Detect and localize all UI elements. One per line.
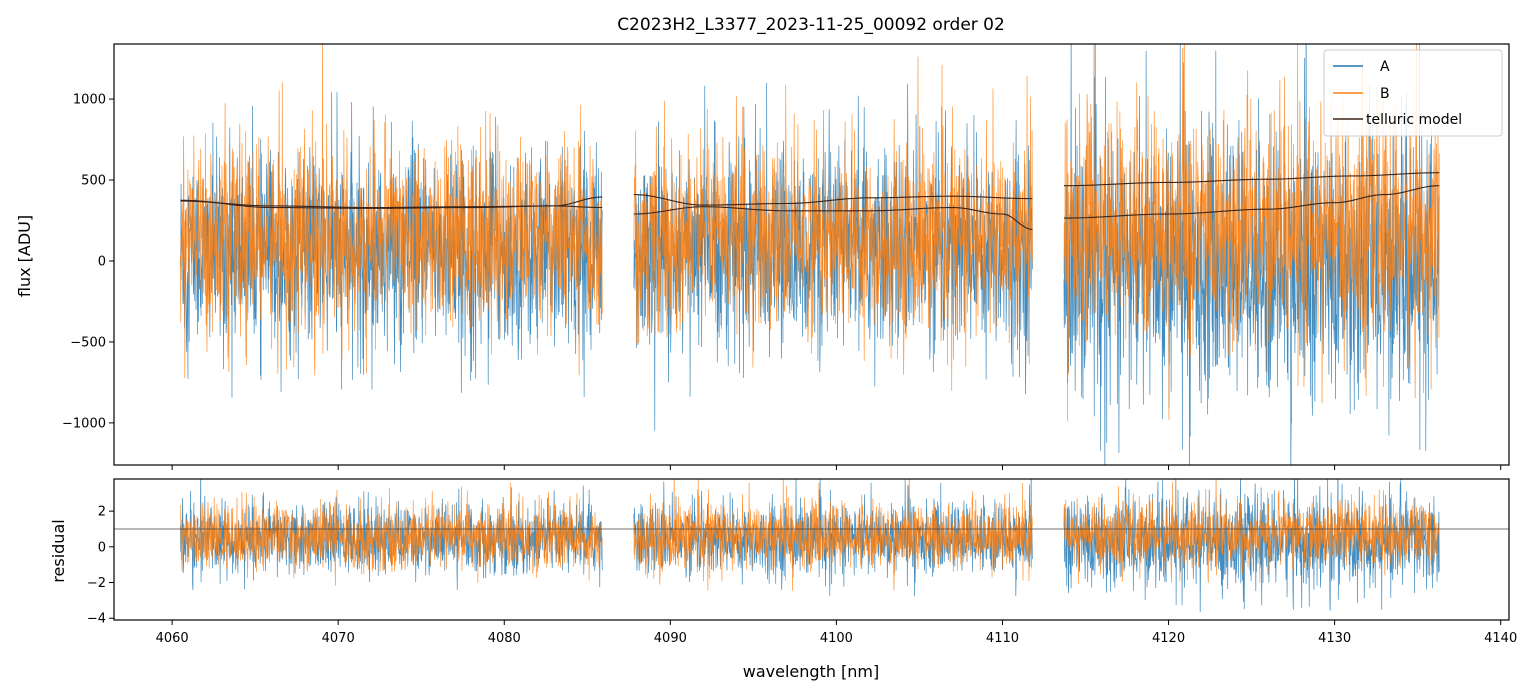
- chart-title: C2023H2_L3377_2023-11-25_00092 order 02: [617, 15, 1005, 35]
- flux-panel: −1000 −500 0 500 1000 flux [ADU] A B telluri…: [15, 43, 1510, 466]
- xtick-label: 4060: [156, 631, 189, 646]
- residual-ytick-label: 2: [98, 505, 106, 520]
- residual-series-b-segment-3: [1063, 479, 1440, 584]
- residual-ticks: −4 −2 0 2: [87, 505, 114, 627]
- flux-axes-frame: [113, 43, 1510, 466]
- flux-ytick-label: −500: [70, 335, 106, 350]
- legend-telluric-label: telluric model: [1366, 112, 1462, 128]
- xtick-label: 4100: [820, 631, 853, 646]
- xtick-label: 4070: [322, 631, 355, 646]
- flux-series-a-segment-1: [180, 92, 603, 398]
- flux-series-b-segment-2: [633, 56, 1033, 391]
- xtick-label: 4080: [488, 631, 521, 646]
- x-ticks: 4060 4070 4080 4090 4100 4110 4120 4130 4140: [156, 465, 1517, 646]
- telluric-model-curve-3: [633, 194, 1033, 206]
- xtick-label: 4130: [1318, 631, 1351, 646]
- residual-ylabel: residual: [49, 519, 68, 582]
- flux-series-group: [180, 44, 1440, 465]
- flux-ytick-label: 0: [98, 254, 106, 269]
- legend-a-label: A: [1380, 59, 1390, 75]
- residual-series-b-segment-2: [633, 479, 1033, 591]
- residual-series-group: [114, 479, 1509, 613]
- telluric-model-curve-2: [180, 200, 603, 209]
- xtick-label: 4140: [1484, 631, 1517, 646]
- telluric-model-curve-4: [633, 206, 1033, 230]
- flux-ytick-label: 500: [81, 174, 106, 189]
- flux-ytick-label: −1000: [62, 416, 106, 431]
- flux-ylabel: flux [ADU]: [15, 215, 34, 297]
- residual-series-b-segment-1: [180, 482, 603, 586]
- xtick-label: 4120: [1152, 631, 1185, 646]
- telluric-model-curve-6: [1063, 185, 1440, 219]
- legend-box: [1323, 49, 1503, 137]
- legend: A B telluric model: [1323, 49, 1503, 137]
- residual-ytick-label: −2: [87, 576, 106, 591]
- legend-b-label: B: [1380, 86, 1390, 102]
- telluric-model-curve-5: [1063, 172, 1440, 187]
- residual-ytick-label: 0: [98, 540, 106, 555]
- residual-ytick-label: −4: [87, 612, 106, 627]
- flux-ytick-label: 1000: [73, 93, 106, 108]
- flux-series-b-segment-1: [180, 44, 603, 379]
- xlabel: wavelength [nm]: [743, 662, 880, 681]
- flux-ticks: −1000 −500 0 500 1000: [62, 93, 114, 431]
- residual-panel: −4 −2 0 2 residual: [49, 478, 1510, 627]
- residual-axes-frame: [113, 478, 1510, 621]
- xtick-label: 4110: [986, 631, 1019, 646]
- xtick-label: 4090: [654, 631, 687, 646]
